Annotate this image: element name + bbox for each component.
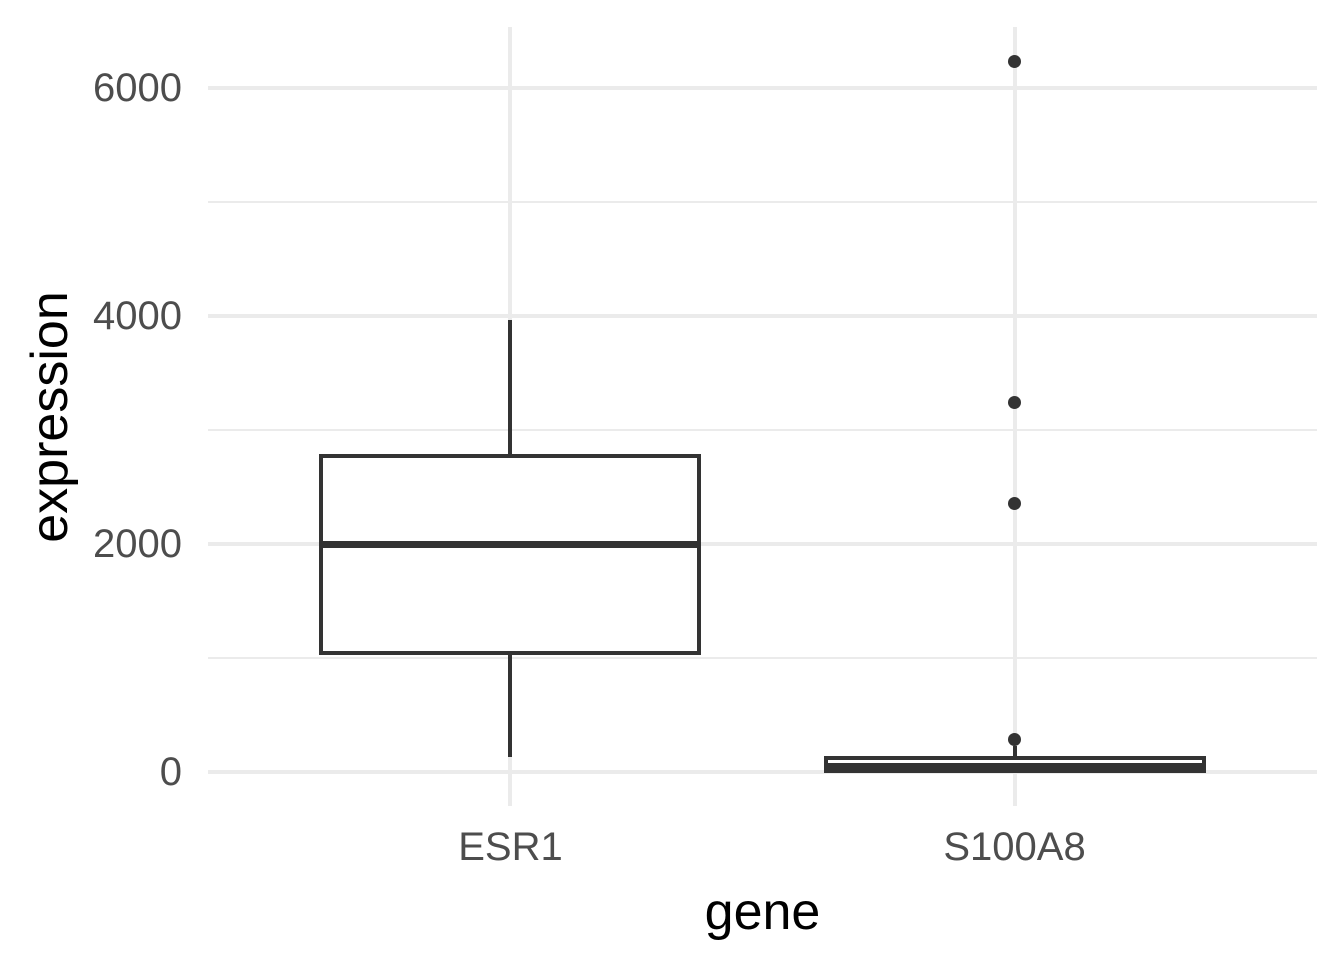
x-tick-label: S100A8	[943, 825, 1086, 869]
y-gridline-minor	[208, 429, 1317, 432]
x-gridline-major	[1012, 27, 1017, 806]
x-axis-title: gene	[704, 883, 821, 941]
outlier-point	[1008, 55, 1022, 69]
outlier-point	[1008, 496, 1022, 510]
y-tick-label: 0	[159, 750, 182, 795]
y-gridline-major	[208, 770, 1317, 775]
y-gridline-major	[208, 86, 1317, 91]
outlier-point	[1008, 733, 1022, 747]
y-tick-label: 6000	[93, 66, 182, 111]
y-tick-label: 4000	[93, 294, 182, 339]
y-gridline-minor	[208, 201, 1317, 204]
outlier-point	[1008, 396, 1022, 410]
y-gridline-major	[208, 542, 1317, 547]
median-line	[321, 540, 700, 548]
x-tick-label: ESR1	[458, 825, 563, 869]
median-line	[825, 763, 1204, 771]
box	[319, 453, 702, 655]
y-tick-label: 2000	[93, 522, 182, 567]
y-gridline-minor	[208, 657, 1317, 660]
y-gridline-major	[208, 314, 1317, 319]
